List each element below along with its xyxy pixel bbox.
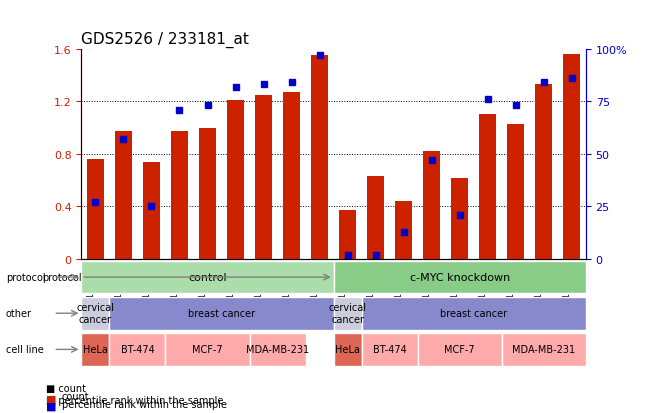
Bar: [227, 101, 244, 259]
Text: HeLa: HeLa: [335, 344, 360, 354]
FancyBboxPatch shape: [81, 333, 109, 366]
Text: c-MYC knockdown: c-MYC knockdown: [409, 273, 510, 282]
FancyBboxPatch shape: [333, 333, 362, 366]
Bar: [171, 132, 188, 259]
FancyBboxPatch shape: [418, 333, 502, 366]
Bar: [367, 177, 384, 259]
Text: breast cancer: breast cancer: [188, 309, 255, 318]
Bar: [87, 160, 104, 259]
Bar: [199, 128, 216, 259]
Text: cervical
cancer: cervical cancer: [329, 303, 367, 324]
Bar: [535, 85, 552, 259]
FancyBboxPatch shape: [109, 333, 165, 366]
Bar: [311, 56, 328, 259]
Text: MDA-MB-231: MDA-MB-231: [246, 344, 309, 354]
Text: GDS2526 / 233181_at: GDS2526 / 233181_at: [81, 32, 249, 48]
Text: MCF-7: MCF-7: [192, 344, 223, 354]
Bar: [423, 152, 440, 259]
FancyBboxPatch shape: [333, 261, 586, 294]
Text: MCF-7: MCF-7: [445, 344, 475, 354]
Bar: [143, 162, 160, 259]
FancyBboxPatch shape: [165, 333, 249, 366]
FancyBboxPatch shape: [109, 297, 333, 330]
FancyBboxPatch shape: [81, 261, 333, 294]
Text: breast cancer: breast cancer: [440, 309, 507, 318]
Text: BT-474: BT-474: [120, 344, 154, 354]
Text: ■: ■: [46, 394, 56, 404]
Text: cervical
cancer: cervical cancer: [76, 303, 115, 324]
Text: ■ count
■ percentile rank within the sample: ■ count ■ percentile rank within the sam…: [46, 383, 223, 405]
FancyBboxPatch shape: [362, 333, 418, 366]
Bar: [451, 178, 468, 259]
Text: protocol: protocol: [6, 273, 46, 282]
Bar: [283, 93, 300, 259]
Text: control: control: [188, 273, 227, 282]
Text: MDA-MB-231: MDA-MB-231: [512, 344, 575, 354]
Bar: [479, 115, 496, 259]
Text: ■: ■: [46, 401, 56, 411]
FancyBboxPatch shape: [333, 297, 362, 330]
FancyBboxPatch shape: [362, 297, 586, 330]
Bar: [564, 55, 580, 259]
Text: percentile rank within the sample: percentile rank within the sample: [62, 399, 227, 409]
FancyBboxPatch shape: [502, 333, 586, 366]
Bar: [339, 211, 356, 259]
FancyBboxPatch shape: [249, 333, 305, 366]
Text: cell line: cell line: [6, 344, 44, 354]
Text: BT-474: BT-474: [373, 344, 407, 354]
Text: protocol: protocol: [42, 273, 81, 282]
Bar: [395, 202, 412, 259]
Bar: [115, 132, 132, 259]
FancyBboxPatch shape: [81, 297, 109, 330]
Text: count: count: [62, 392, 89, 401]
Bar: [255, 95, 272, 259]
Text: HeLa: HeLa: [83, 344, 108, 354]
Bar: [507, 124, 524, 259]
Text: other: other: [6, 309, 32, 318]
